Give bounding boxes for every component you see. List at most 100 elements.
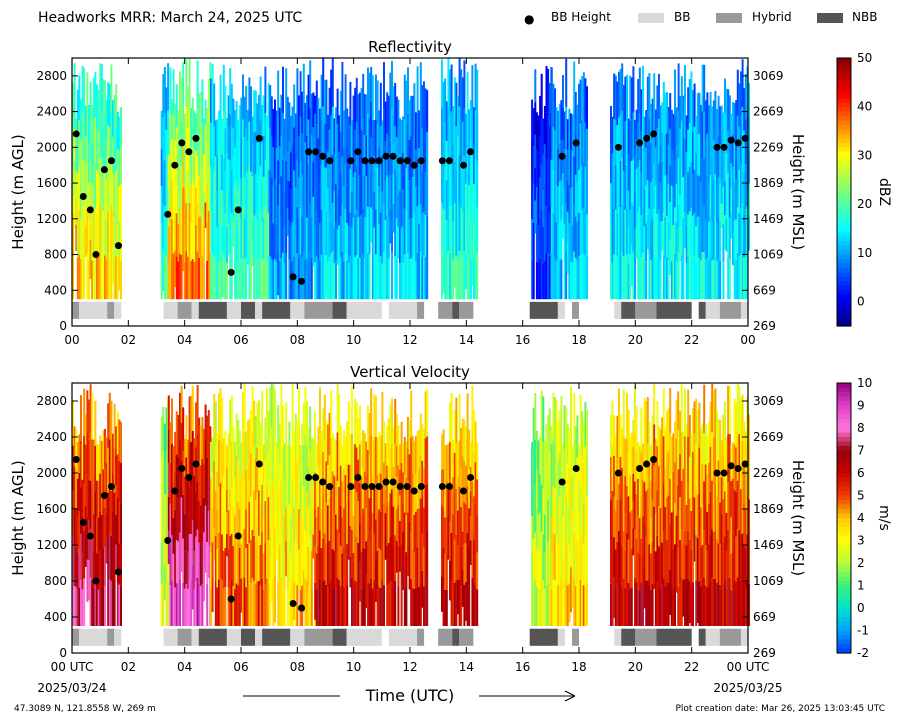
heatmap-cell [537, 477, 540, 515]
heatmap-cell [637, 211, 640, 256]
heatmap-cell [675, 400, 678, 439]
heatmap-cell [349, 464, 352, 496]
heatmap-cell [450, 252, 453, 300]
heatmap-cell [555, 184, 558, 223]
heatmap-cell [650, 221, 652, 261]
heatmap-cell [174, 140, 177, 177]
heatmap-cell [531, 139, 534, 180]
heatmap-cell [680, 529, 683, 578]
heatmap-cell [319, 108, 321, 147]
heatmap-cell [662, 255, 665, 300]
heatmap-cell [573, 109, 576, 157]
heatmap-cell [206, 415, 209, 458]
bb-height-point [171, 487, 179, 495]
heatmap-cell [286, 553, 289, 590]
heatmap-cell [687, 172, 690, 215]
heatmap-cell [719, 183, 722, 223]
heatmap-cell [662, 578, 665, 626]
heatmap-cell [94, 400, 97, 446]
heatmap-cell [627, 453, 630, 497]
heatmap-cell [264, 159, 267, 207]
heatmap-cell [107, 581, 110, 626]
heatmap-cell [267, 411, 270, 455]
heatmap-cell [165, 87, 168, 130]
heatmap-cell [235, 541, 238, 584]
heatmap-cell [419, 62, 422, 110]
heatmap-cell [115, 84, 118, 128]
heatmap-cell [177, 186, 180, 224]
heatmap-cell [339, 545, 342, 586]
heatmap-cell [258, 217, 260, 258]
heatmap-cell [662, 81, 665, 126]
heatmap-cell [355, 77, 358, 123]
heatmap-cell [169, 422, 172, 463]
heatmap-cell [116, 411, 119, 455]
heatmap-cell [224, 508, 227, 548]
heatmap-cell [744, 548, 747, 588]
heatmap-cell [720, 440, 723, 478]
bb-height-point [227, 595, 235, 603]
heatmap-cell [294, 187, 297, 225]
heatmap-cell [716, 496, 718, 540]
bb-type-segment [438, 301, 453, 319]
heatmap-cell [629, 254, 632, 300]
heatmap-cell [410, 95, 413, 137]
heatmap-cell [621, 157, 624, 205]
heatmap-cell [441, 59, 443, 108]
heatmap-cell [554, 172, 556, 215]
heatmap-cell [725, 588, 728, 626]
heatmap-cell [708, 462, 710, 504]
heatmap-cell [259, 254, 262, 300]
heatmap-cell [630, 510, 633, 549]
heatmap-cell [99, 157, 102, 205]
heatmap-cell [408, 219, 411, 260]
heatmap-cell [695, 489, 698, 536]
heatmap-cell [272, 384, 275, 433]
heatmap-cell [624, 438, 627, 477]
heatmap-cell [230, 533, 233, 580]
heatmap-cell [474, 421, 477, 463]
heatmap-cell [193, 110, 196, 149]
heatmap-cell [203, 497, 205, 533]
heatmap-cell [216, 548, 219, 588]
heatmap-cell [667, 222, 670, 261]
heatmap-cell [722, 112, 725, 150]
heatmap-cell [381, 263, 384, 300]
heatmap-cell [542, 442, 545, 489]
heatmap-cell [288, 585, 291, 626]
heatmap-cell [661, 584, 664, 626]
heatmap-cell [630, 471, 633, 511]
heatmap-cell [539, 588, 542, 626]
heatmap-cell [352, 177, 355, 218]
heatmap-cell [376, 437, 379, 476]
heatmap-cell [224, 128, 227, 172]
heatmap-cell [543, 183, 546, 222]
heatmap-cell [282, 581, 284, 626]
heatmap-cell [165, 214, 168, 257]
heatmap-cell [310, 217, 313, 259]
heatmap-cell [213, 527, 216, 561]
heatmap-cell [102, 123, 105, 168]
heatmap-cell [416, 206, 419, 253]
heatmap-cell [91, 439, 94, 486]
heatmap-cell [222, 158, 225, 206]
heatmap-cell [727, 89, 730, 132]
heatmap-cell [100, 252, 103, 300]
colorbar-step [837, 432, 851, 438]
heatmap-cell [234, 261, 236, 300]
heatmap-cell [545, 464, 548, 505]
heatmap-cell [646, 145, 649, 181]
heatmap-cell [539, 474, 542, 513]
heatmap-cell [309, 582, 312, 626]
colorbar-tick-label: 4 [857, 511, 865, 525]
heatmap-cell [632, 252, 635, 300]
x-tick-label: 10 [346, 660, 361, 674]
heatmap-cell [373, 440, 376, 488]
heatmap-cell [669, 387, 672, 434]
heatmap-cell [175, 454, 178, 498]
bb-height-point [558, 152, 566, 160]
heatmap-cell [640, 173, 643, 216]
bb-type-segment [332, 301, 347, 319]
heatmap-cell [294, 455, 297, 499]
